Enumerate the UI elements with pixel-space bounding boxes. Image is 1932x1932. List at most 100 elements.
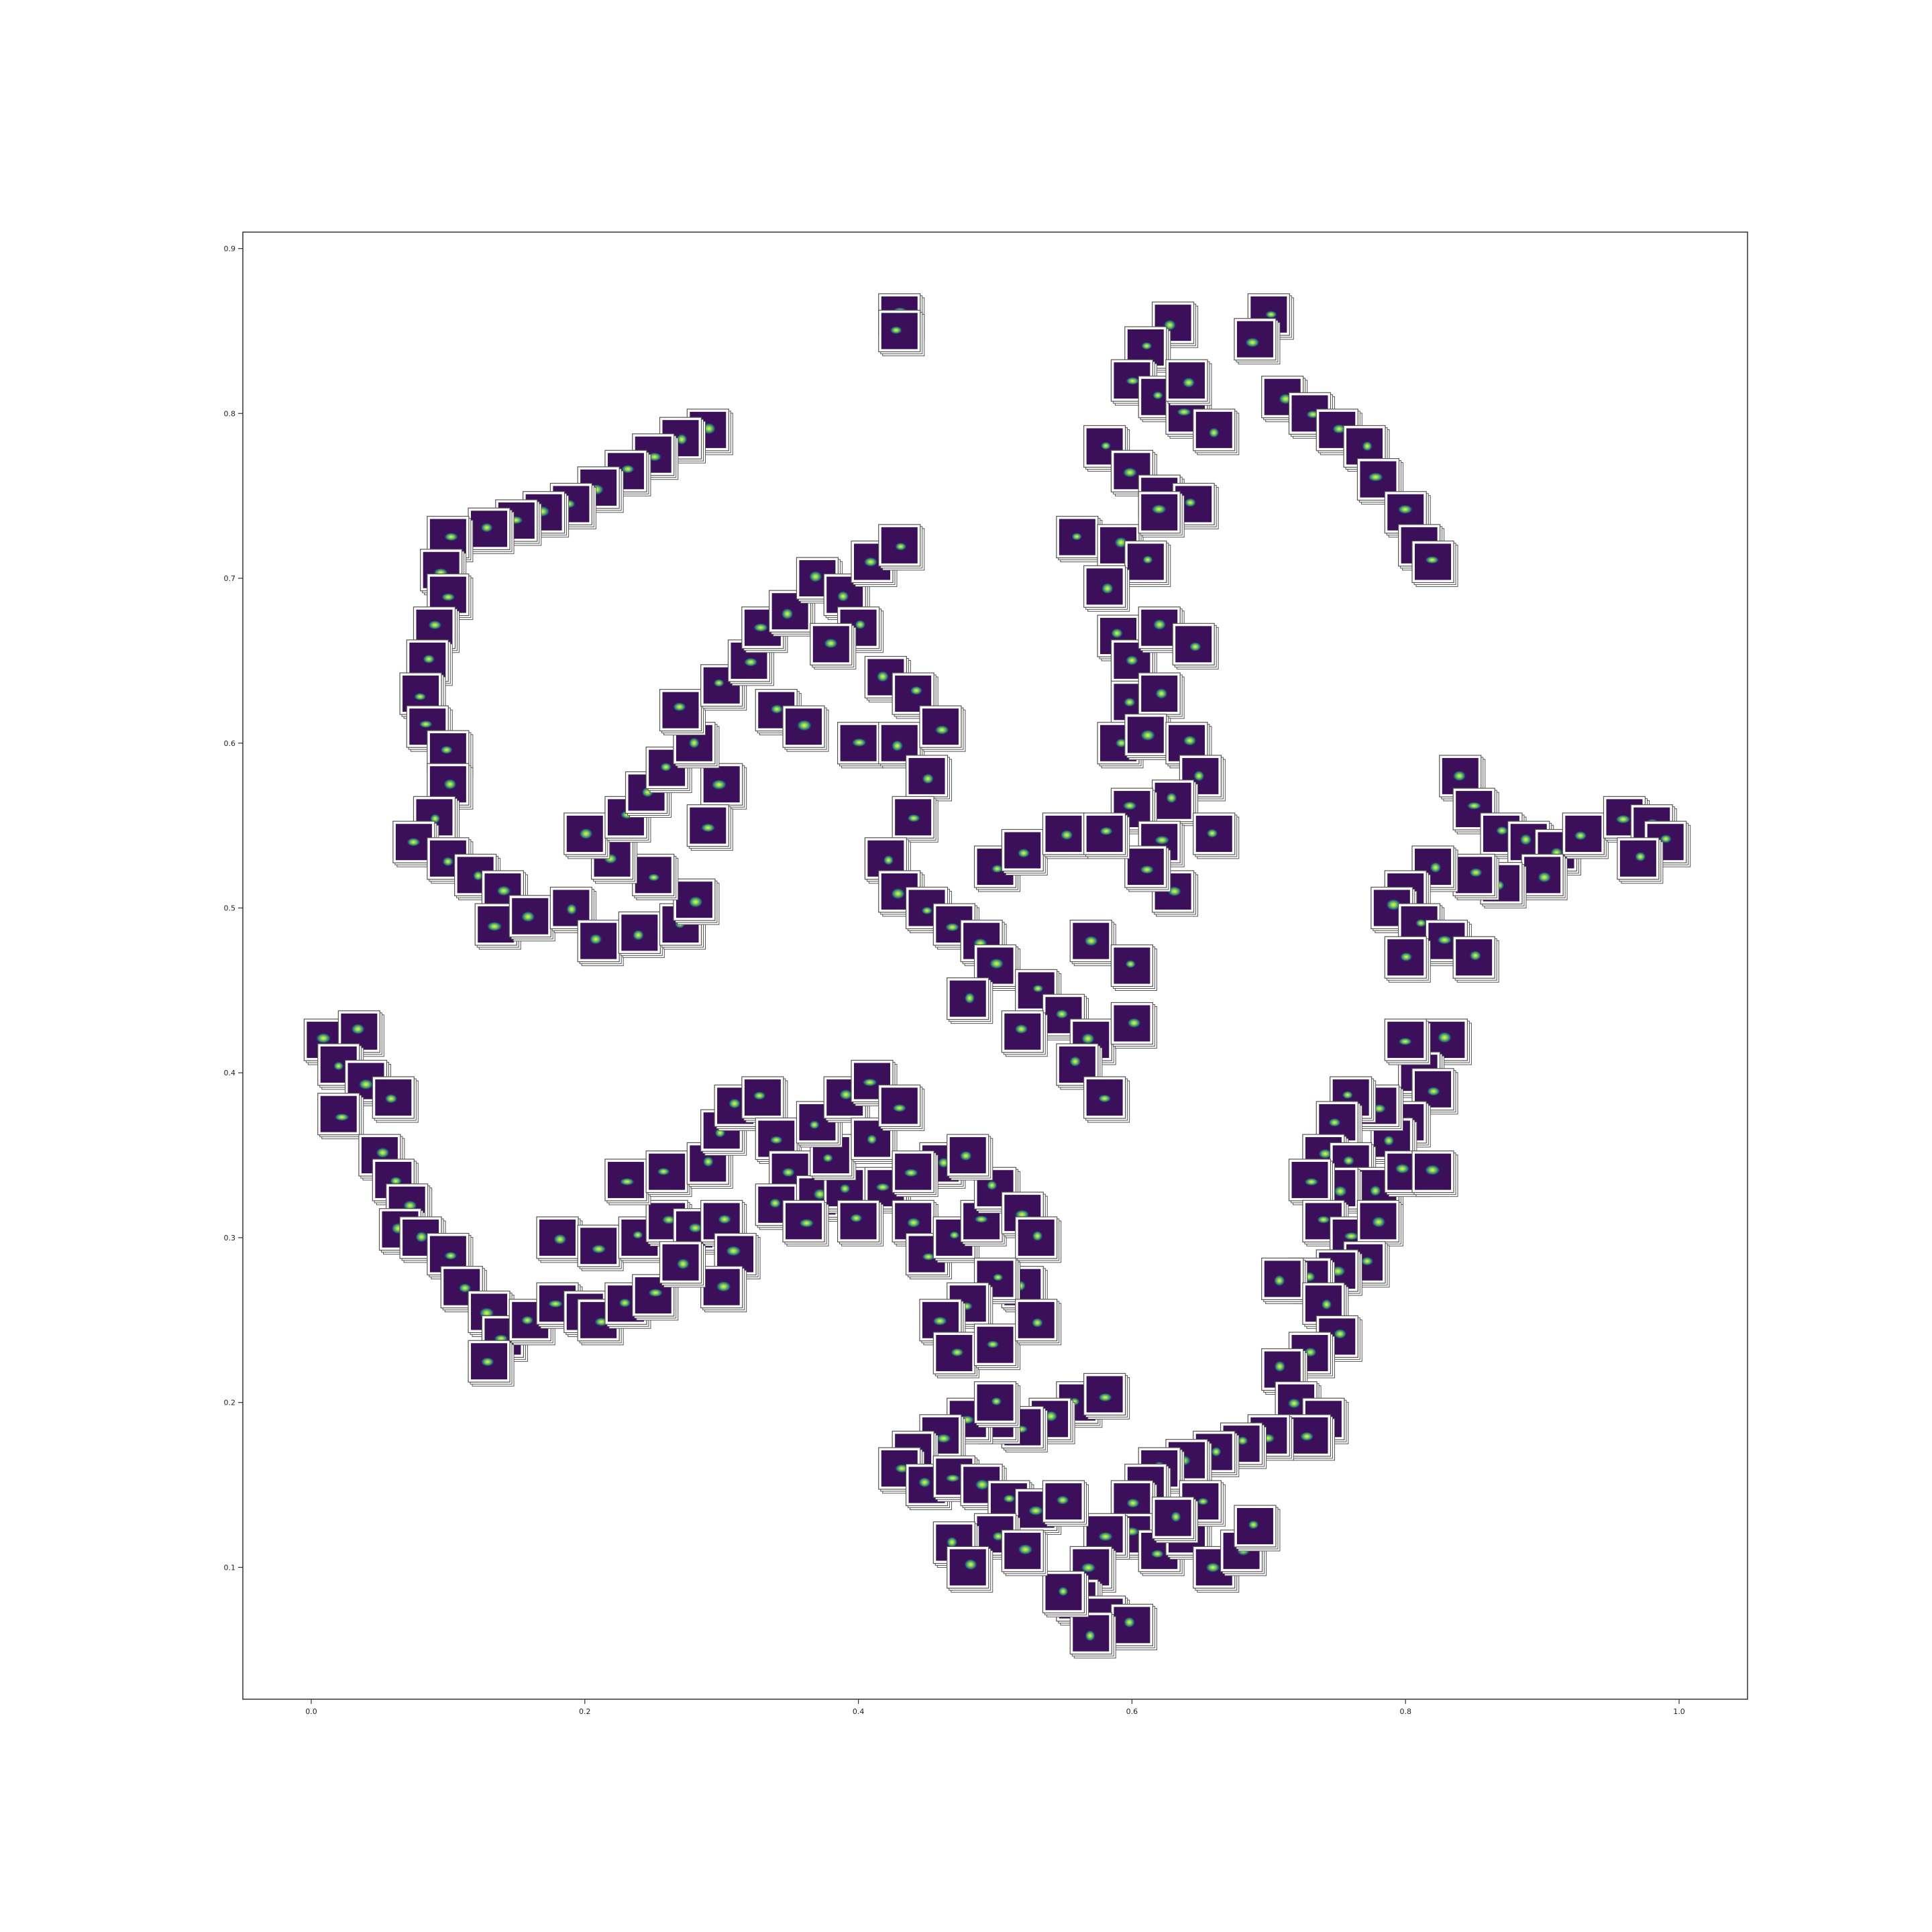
- thumbnail-spot: [1369, 1185, 1382, 1197]
- thumbnail-marker: [1069, 1612, 1116, 1659]
- thumbnail-spot: [1084, 1629, 1096, 1642]
- thumbnail-spot: [1080, 1562, 1097, 1573]
- thumbnail-spot: [1140, 341, 1152, 350]
- thumbnail-spot: [589, 933, 602, 945]
- thumbnail-spot: [1316, 1215, 1331, 1224]
- thumbnail-marker: [632, 1274, 679, 1321]
- thumbnail-marker: [1411, 540, 1458, 587]
- thumbnail-spot: [1342, 1155, 1355, 1166]
- thumbnail-marker: [1193, 409, 1240, 455]
- points-layer: [303, 293, 1691, 1659]
- thumbnail-spot: [521, 1315, 534, 1326]
- thumbnail-marker: [700, 1266, 747, 1313]
- thumbnail-spot: [486, 921, 503, 932]
- thumbnail-spot: [1303, 1177, 1320, 1186]
- thumbnail-spot: [921, 1252, 936, 1261]
- y-tick-label: 0.6: [224, 739, 236, 748]
- x-tick-label: 0.2: [579, 1707, 591, 1716]
- thumbnail-marker: [549, 886, 596, 933]
- thumbnail-marker: [1261, 1348, 1308, 1395]
- thumbnail-spot: [1123, 697, 1136, 708]
- thumbnail-spot: [441, 592, 456, 602]
- thumbnail-marker: [973, 1381, 1020, 1428]
- thumbnail-marker: [1083, 565, 1130, 612]
- thumbnail-marker: [1356, 1199, 1403, 1246]
- thumbnail-marker: [960, 1463, 1007, 1511]
- thumbnail-spot: [1060, 829, 1074, 841]
- thumbnail-spot: [1125, 376, 1140, 386]
- thumbnail-spot: [974, 1479, 990, 1491]
- thumbnail-spot: [1183, 735, 1197, 747]
- thumbnail-spot: [1017, 1544, 1034, 1556]
- thumbnail-marker: [892, 796, 938, 843]
- thumbnail-spot: [480, 522, 494, 533]
- thumbnail-spot: [964, 991, 975, 1004]
- thumbnail-spot: [1083, 935, 1099, 947]
- axes-frame: [242, 231, 1748, 1700]
- thumbnail-spot: [1071, 532, 1083, 541]
- thumbnail-spot: [946, 1536, 958, 1548]
- thumbnail-spot: [547, 1299, 564, 1308]
- thumbnail-spot: [659, 762, 672, 772]
- thumbnail-spot: [717, 1214, 732, 1224]
- thumbnail-spot: [1056, 1495, 1070, 1505]
- thumbnail-spot: [688, 737, 700, 749]
- thumbnail-spot: [1342, 1090, 1354, 1099]
- thumbnail-marker: [878, 524, 925, 571]
- x-tick-label: 0.0: [305, 1707, 317, 1716]
- thumbnail-marker: [973, 1324, 1020, 1371]
- thumbnail-spot: [1197, 1497, 1210, 1506]
- y-tick-label: 0.8: [224, 409, 236, 418]
- thumbnail-spot: [1069, 1056, 1081, 1067]
- thumbnail-marker: [659, 689, 706, 736]
- thumbnail-spot: [443, 1251, 458, 1260]
- thumbnail-marker: [1015, 969, 1062, 1016]
- thumbnail-spot: [1184, 498, 1197, 508]
- thumbnail-spot: [1152, 390, 1164, 400]
- thumbnail-marker: [1151, 780, 1199, 826]
- thumbnail-spot: [1100, 441, 1112, 450]
- thumbnail-spot: [1248, 1519, 1259, 1529]
- thumbnail-marker: [1110, 1603, 1157, 1650]
- thumbnail-spot: [1615, 814, 1631, 824]
- thumbnail-marker: [947, 1546, 994, 1593]
- thumbnail-spot: [315, 1032, 331, 1044]
- thumbnail-marker: [1179, 755, 1226, 802]
- thumbnail-marker: [1110, 449, 1157, 496]
- thumbnail-marker: [1172, 623, 1219, 669]
- thumbnail-marker: [632, 853, 679, 900]
- thumbnail-spot: [1097, 1532, 1114, 1542]
- thumbnail-spot: [1397, 504, 1413, 515]
- thumbnail-spot: [812, 1188, 827, 1200]
- thumbnail-spot: [389, 1176, 402, 1186]
- thumbnail-spot: [1397, 1037, 1413, 1046]
- thumbnail-spot: [1140, 729, 1156, 741]
- thumbnail-spot: [725, 1245, 742, 1256]
- thumbnail-spot: [1361, 441, 1373, 452]
- thumbnail-spot: [657, 1167, 671, 1176]
- thumbnail-spot: [1122, 467, 1138, 478]
- y-tick-label: 0.9: [224, 245, 236, 254]
- thumbnail-spot: [1332, 423, 1346, 434]
- thumbnail-marker: [1165, 359, 1212, 406]
- thumbnail-spot: [578, 828, 594, 840]
- thumbnail-spot: [1150, 1549, 1165, 1558]
- thumbnail-spot: [891, 739, 904, 752]
- thumbnail-spot: [1360, 1256, 1374, 1267]
- thumbnail-spot: [1519, 833, 1532, 846]
- thumbnail-spot: [676, 433, 688, 445]
- thumbnail-marker: [686, 804, 733, 851]
- thumbnail-spot: [1385, 898, 1401, 911]
- thumbnail-spot: [989, 958, 1004, 969]
- thumbnail-marker: [1069, 920, 1116, 967]
- thumbnail-spot: [419, 720, 433, 729]
- thumbnail-marker: [508, 895, 555, 942]
- thumbnail-spot: [837, 590, 849, 602]
- thumbnail-marker: [659, 1241, 706, 1288]
- thumbnail-spot: [713, 678, 725, 688]
- thumbnail-marker: [1083, 812, 1130, 859]
- thumbnail-spot: [440, 745, 453, 755]
- thumbnail-spot: [770, 704, 784, 714]
- thumbnail-spot: [1193, 770, 1205, 782]
- thumbnail-spot: [1032, 984, 1044, 993]
